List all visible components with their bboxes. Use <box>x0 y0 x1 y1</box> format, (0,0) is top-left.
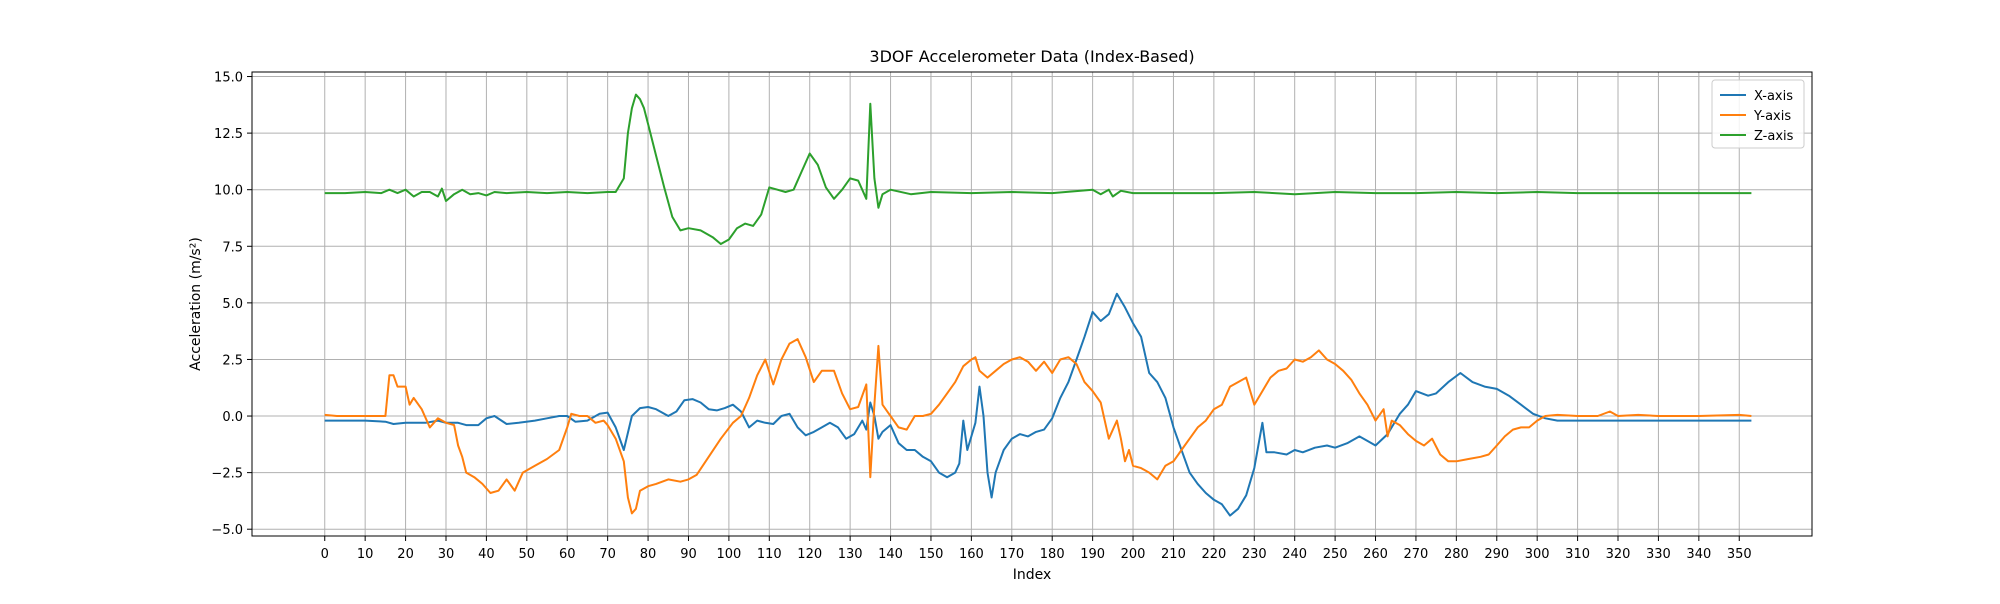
x-tick-label: 40 <box>478 547 495 562</box>
x-tick-label: 310 <box>1565 547 1590 562</box>
x-tick-label: 110 <box>757 547 782 562</box>
x-tick-label: 60 <box>559 547 576 562</box>
grid <box>252 72 1812 536</box>
x-tick-label: 190 <box>1080 547 1105 562</box>
legend-label: X-axis <box>1754 89 1793 104</box>
y-tick-label: 0.0 <box>222 410 243 425</box>
series-lines <box>324 93 1752 517</box>
x-tick-label: 130 <box>838 547 863 562</box>
x-tick-label: 170 <box>999 547 1024 562</box>
legend-box <box>1711 79 1805 149</box>
x-tick-label: 350 <box>1727 547 1752 562</box>
x-tick-label: 250 <box>1323 547 1348 562</box>
x-axis-ticks: 0 10 20 30 40 50 60 70 80 90 100 110 120 130 140 150 160… <box>321 536 1752 562</box>
x-tick-label: 140 <box>878 547 903 562</box>
x-tick-label: 150 <box>919 547 944 562</box>
y-axis-label: Acceleration (m/s²) <box>188 237 204 371</box>
x-tick-label: 180 <box>1040 547 1065 562</box>
x-tick-label: 220 <box>1201 547 1226 562</box>
x-tick-label: 90 <box>680 547 697 562</box>
x-tick-label: 280 <box>1444 547 1469 562</box>
series-line-x-axis <box>324 292 1752 517</box>
y-tick-label: 7.5 <box>222 240 243 255</box>
y-tick-label: 15.0 <box>214 71 243 86</box>
x-tick-label: 100 <box>716 547 741 562</box>
x-tick-label: 270 <box>1404 547 1429 562</box>
x-tick-label: 290 <box>1484 547 1509 562</box>
x-tick-label: 10 <box>357 547 374 562</box>
x-tick-label: 50 <box>519 547 536 562</box>
x-tick-label: 20 <box>397 547 414 562</box>
legend-label: Z-axis <box>1754 129 1794 144</box>
x-tick-label: 330 <box>1646 547 1671 562</box>
x-tick-label: 200 <box>1121 547 1146 562</box>
series-line-z-axis <box>324 93 1752 245</box>
x-tick-label: 230 <box>1242 547 1267 562</box>
x-tick-label: 340 <box>1686 547 1711 562</box>
y-tick-label: −5.0 <box>211 523 243 538</box>
y-tick-label: −2.5 <box>211 467 243 482</box>
y-tick-label: 2.5 <box>222 353 243 368</box>
x-tick-label: 160 <box>959 547 984 562</box>
x-tick-label: 80 <box>640 547 657 562</box>
x-tick-label: 0 <box>321 547 329 562</box>
plot-frame <box>251 71 1813 537</box>
x-tick-label: 260 <box>1363 547 1388 562</box>
series-line-y-axis <box>324 338 1752 515</box>
x-tick-label: 240 <box>1282 547 1307 562</box>
x-tick-label: 120 <box>797 547 822 562</box>
y-tick-label: 5.0 <box>222 297 243 312</box>
x-tick-label: 70 <box>599 547 616 562</box>
x-tick-label: 320 <box>1606 547 1631 562</box>
legend: X-axis Y-axis Z-axis <box>1711 79 1805 149</box>
x-tick-label: 210 <box>1161 547 1186 562</box>
x-tick-label: 30 <box>438 547 455 562</box>
y-tick-label: 12.5 <box>214 127 243 142</box>
x-axis-label: Index <box>1013 567 1052 583</box>
y-axis-ticks: −5.0 −2.5 0.0 2.5 5.0 7.5 10.0 12.5 15.0 <box>211 71 252 538</box>
x-tick-label: 300 <box>1525 547 1550 562</box>
legend-label: Y-axis <box>1753 109 1791 124</box>
y-tick-label: 10.0 <box>214 184 243 199</box>
chart-title: 3DOF Accelerometer Data (Index-Based) <box>869 47 1194 66</box>
